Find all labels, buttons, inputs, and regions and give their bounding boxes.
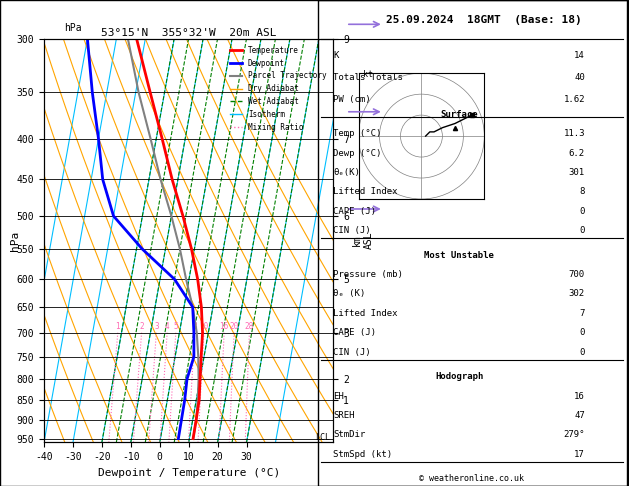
- Title: 53°15'N  355°32'W  20m ASL: 53°15'N 355°32'W 20m ASL: [101, 28, 277, 38]
- Text: 16: 16: [220, 322, 229, 330]
- Text: EH: EH: [333, 392, 344, 400]
- Text: kt: kt: [363, 70, 373, 79]
- Text: 3: 3: [154, 322, 159, 330]
- Text: CIN (J): CIN (J): [333, 226, 371, 235]
- Text: 7: 7: [579, 309, 585, 318]
- Text: 0: 0: [579, 207, 585, 216]
- Text: 0: 0: [579, 348, 585, 357]
- Text: 11.3: 11.3: [564, 129, 585, 138]
- Text: hPa: hPa: [64, 23, 82, 33]
- Text: θₑ (K): θₑ (K): [333, 290, 365, 298]
- Text: 8: 8: [579, 188, 585, 196]
- Text: 700: 700: [569, 270, 585, 279]
- Text: StmDir: StmDir: [333, 431, 365, 439]
- Text: Lifted Index: Lifted Index: [333, 188, 398, 196]
- Text: 14: 14: [574, 52, 585, 60]
- Text: © weatheronline.co.uk: © weatheronline.co.uk: [420, 474, 524, 483]
- Text: CIN (J): CIN (J): [333, 348, 371, 357]
- Text: 25.09.2024  18GMT  (Base: 18): 25.09.2024 18GMT (Base: 18): [386, 15, 582, 25]
- Text: 20: 20: [230, 322, 238, 330]
- Text: 0: 0: [579, 329, 585, 337]
- Text: LCL: LCL: [316, 433, 330, 442]
- Text: 47: 47: [574, 411, 585, 420]
- Text: 302: 302: [569, 290, 585, 298]
- Text: 6.2: 6.2: [569, 149, 585, 157]
- Text: hPa: hPa: [10, 230, 20, 251]
- Text: 301: 301: [569, 168, 585, 177]
- Text: Hodograph: Hodograph: [435, 372, 483, 381]
- Text: PW (cm): PW (cm): [333, 95, 371, 104]
- Text: 10: 10: [199, 322, 209, 330]
- Text: 1: 1: [116, 322, 120, 330]
- Text: 5: 5: [174, 322, 178, 330]
- Text: CAPE (J): CAPE (J): [333, 207, 376, 216]
- Text: 2: 2: [139, 322, 144, 330]
- Text: StmSpd (kt): StmSpd (kt): [333, 450, 392, 459]
- Text: Pressure (mb): Pressure (mb): [333, 270, 403, 279]
- Text: 4: 4: [165, 322, 169, 330]
- Text: 40: 40: [574, 73, 585, 82]
- Text: θₑ(K): θₑ(K): [333, 168, 360, 177]
- Text: 16: 16: [574, 392, 585, 400]
- Text: Surface: Surface: [440, 110, 478, 119]
- Text: Temp (°C): Temp (°C): [333, 129, 382, 138]
- X-axis label: Dewpoint / Temperature (°C): Dewpoint / Temperature (°C): [97, 468, 280, 478]
- Text: Dewp (°C): Dewp (°C): [333, 149, 382, 157]
- Text: 28: 28: [245, 322, 254, 330]
- Text: 0: 0: [579, 226, 585, 235]
- Text: CAPE (J): CAPE (J): [333, 329, 376, 337]
- Text: 279°: 279°: [564, 431, 585, 439]
- Legend: Temperature, Dewpoint, Parcel Trajectory, Dry Adiabat, Wet Adiabat, Isotherm, Mi: Temperature, Dewpoint, Parcel Trajectory…: [227, 43, 330, 135]
- Text: Lifted Index: Lifted Index: [333, 309, 398, 318]
- Text: K: K: [333, 52, 339, 60]
- Text: 8: 8: [192, 322, 197, 330]
- Text: Most Unstable: Most Unstable: [424, 251, 494, 260]
- Text: SREH: SREH: [333, 411, 355, 420]
- Text: 17: 17: [574, 450, 585, 459]
- Text: 1.62: 1.62: [564, 95, 585, 104]
- Text: Totals Totals: Totals Totals: [333, 73, 403, 82]
- Y-axis label: km
ASL: km ASL: [352, 232, 374, 249]
